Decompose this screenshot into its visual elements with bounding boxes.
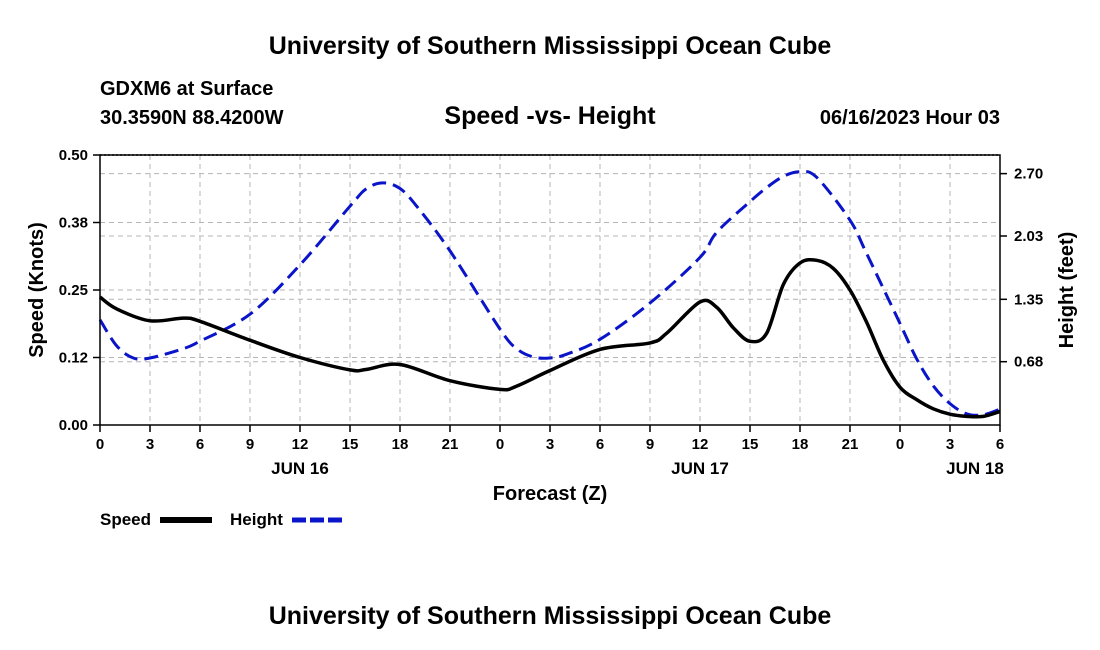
x-tick-label: 12 — [292, 436, 309, 453]
height-series-line — [98, 169, 1001, 417]
x-tick-label: 3 — [946, 436, 954, 453]
grid-layer — [100, 155, 1000, 425]
y-left-tick-label: 0.12 — [59, 350, 88, 367]
x-day-label: JUN 17 — [671, 459, 729, 478]
speed-series-line — [98, 257, 1001, 419]
axes-layer: 0 3 6 9 12 15 18 21 0 3 6 9 12 15 18 21 0 3 6 JUN 16 JUN 17 J… — [59, 147, 1043, 478]
y-axis-right-title: Height (feet) — [1056, 232, 1078, 349]
x-tick-label: 9 — [646, 436, 654, 453]
x-tick-label: 15 — [342, 436, 359, 453]
y-left-tick-label: 0.25 — [59, 282, 88, 299]
x-tick-label: 18 — [792, 436, 809, 453]
x-tick-label: 6 — [196, 436, 204, 453]
y-left-tick-label: 0.50 — [59, 147, 88, 164]
series-layer — [98, 169, 1001, 419]
y-right-tick-label: 2.03 — [1014, 228, 1043, 245]
x-axis-title: Forecast (Z) — [493, 483, 607, 505]
legend-speed-label: Speed — [100, 510, 151, 529]
x-tick-label: 21 — [442, 436, 459, 453]
page-title-bottom: University of Southern Mississippi Ocean… — [269, 602, 832, 630]
x-tick-label: 6 — [596, 436, 604, 453]
legend: Speed Height — [100, 510, 342, 529]
x-day-label: JUN 16 — [271, 459, 329, 478]
x-tick-label: 6 — [996, 436, 1004, 453]
forecast-datetime: 06/16/2023 Hour 03 — [820, 107, 1000, 129]
y-left-tick-label: 0.00 — [59, 417, 88, 434]
x-tick-label: 15 — [742, 436, 759, 453]
coordinates-label: 30.3590N 88.4200W — [100, 107, 284, 129]
x-tick-label: 3 — [546, 436, 554, 453]
plot-title: Speed -vs- Height — [444, 102, 656, 130]
x-day-label: JUN 18 — [946, 459, 1004, 478]
x-tick-label: 18 — [392, 436, 409, 453]
station-label: GDXM6 at Surface — [100, 78, 273, 100]
x-tick-label: 12 — [692, 436, 709, 453]
page-title-top: University of Southern Mississippi Ocean… — [269, 32, 832, 60]
x-tick-label: 0 — [896, 436, 904, 453]
x-tick-label: 3 — [146, 436, 154, 453]
y-left-tick-label: 0.38 — [59, 215, 88, 232]
y-axis-left-title: Speed (Knots) — [26, 222, 48, 358]
x-tick-label: 9 — [246, 436, 254, 453]
legend-height-label: Height — [230, 510, 283, 529]
y-right-tick-label: 1.35 — [1014, 291, 1043, 308]
x-tick-label: 0 — [96, 436, 104, 453]
y-right-tick-label: 0.68 — [1014, 354, 1043, 371]
x-tick-label: 0 — [496, 436, 504, 453]
x-tick-label: 21 — [842, 436, 859, 453]
y-right-tick-label: 2.70 — [1014, 166, 1043, 183]
